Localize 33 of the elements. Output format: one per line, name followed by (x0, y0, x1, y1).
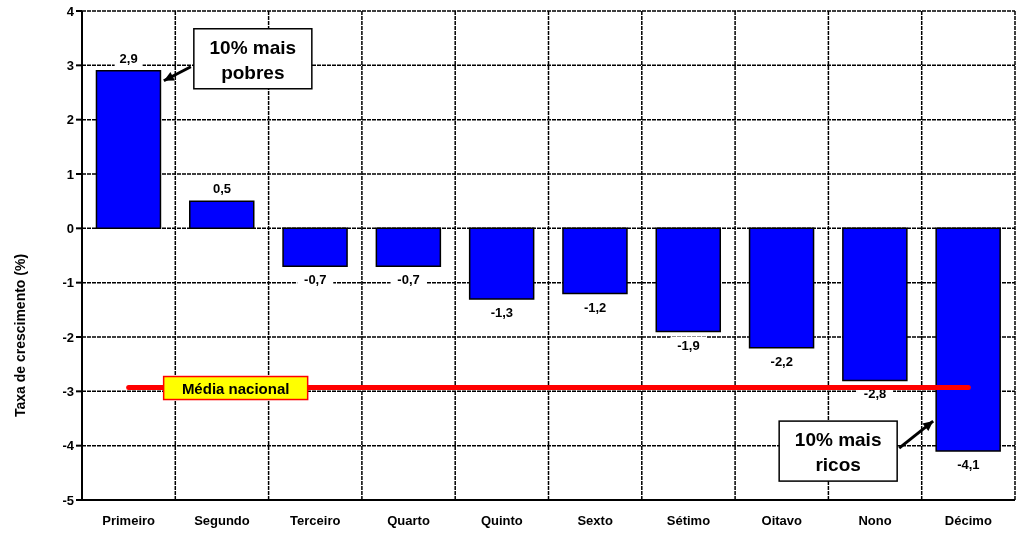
y-tick-label: -2 (62, 329, 74, 345)
data-label: -0,7 (304, 272, 327, 288)
data-label: -1,9 (677, 337, 700, 353)
x-tick-label: Quarto (387, 513, 430, 529)
data-label: -0,7 (397, 272, 420, 288)
y-tick-label: 2 (66, 112, 74, 128)
x-tick-label: Quinto (480, 513, 523, 529)
data-label: -2,2 (770, 353, 793, 369)
data-label: 0,5 (212, 181, 231, 197)
x-tick-label: Terceiro (290, 513, 341, 529)
y-tick-label: -3 (62, 383, 74, 399)
x-tick-label: Décimo (944, 513, 992, 529)
annotation: 10% mais ricos (794, 429, 882, 476)
data-label: 2,9 (119, 50, 138, 66)
y-tick-label: -1 (62, 275, 74, 291)
x-tick-label: Sexto (577, 513, 613, 529)
y-tick-label: 0 (66, 220, 74, 236)
y-tick-label: -4 (62, 438, 75, 454)
x-tick-label: Sétimo (666, 513, 711, 529)
data-label: -1,2 (583, 299, 607, 315)
annotation: 10% mais pobres (209, 36, 297, 83)
y-tick-label: 1 (66, 166, 74, 182)
x-tick-label: Oitavo (761, 513, 803, 529)
y-tick-label: 3 (66, 57, 74, 73)
x-tick-label: Primeiro (102, 513, 156, 529)
x-tick-label: Nono (858, 513, 892, 529)
ref-line-label: Média nacional (181, 379, 290, 397)
y-tick-label: -5 (62, 492, 74, 508)
y-tick-label: 4 (66, 3, 75, 19)
data-label: -4,1 (957, 457, 980, 473)
y-axis-title: Taxa de crescimento (%) (11, 253, 28, 418)
data-label: -1,3 (490, 304, 514, 320)
x-tick-label: Segundo (194, 513, 250, 529)
